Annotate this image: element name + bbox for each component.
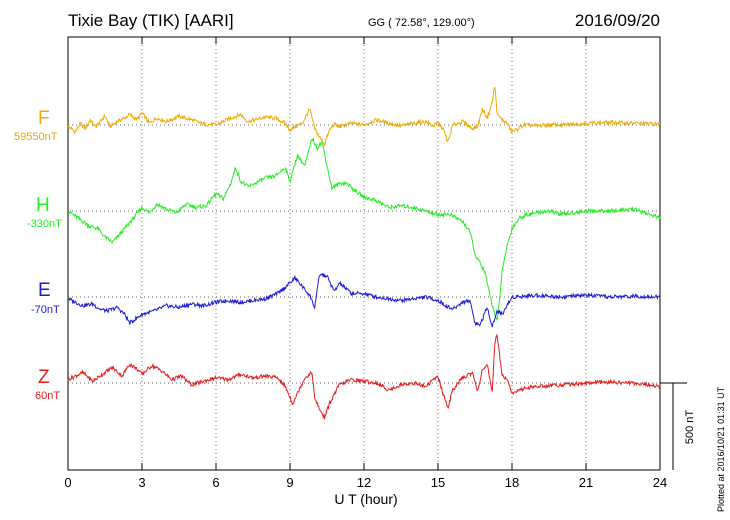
x-tick-label-18: 18 xyxy=(505,475,519,490)
channel-h-letter: H xyxy=(36,195,50,216)
x-tick-label-9: 9 xyxy=(286,475,293,490)
date-label: 2016/09/20 xyxy=(574,11,660,30)
x-tick-label-0: 0 xyxy=(64,475,71,490)
x-axis-label: U T (hour) xyxy=(334,491,397,507)
trace-e xyxy=(67,272,661,328)
x-tick-label-6: 6 xyxy=(212,475,219,490)
x-tick-label-12: 12 xyxy=(357,475,371,490)
trace-h xyxy=(67,136,661,321)
channel-h-baseline: -330nT xyxy=(27,218,62,230)
station-title: Tixie Bay (TIK) [AARI] xyxy=(68,11,234,30)
plotted-timestamp: Plotted at 2016/10/21 01:31 UT xyxy=(716,386,726,512)
channel-z-baseline: 60nT xyxy=(35,390,61,402)
trace-f xyxy=(67,86,661,147)
x-tick-label-15: 15 xyxy=(431,475,445,490)
scale-bar-label: 500 nT xyxy=(684,410,696,445)
channel-e-letter: E xyxy=(38,280,51,301)
x-tick-label-21: 21 xyxy=(579,475,593,490)
channel-f-baseline: 59550nT xyxy=(14,131,58,143)
geo-coordinates: GG ( 72.58°, 129.00°) xyxy=(368,17,475,29)
channel-f-letter: F xyxy=(38,108,50,129)
channel-e-baseline: -70nT xyxy=(31,304,60,316)
x-tick-label-3: 3 xyxy=(138,475,145,490)
channel-z-letter: Z xyxy=(38,367,50,388)
x-tick-label-24: 24 xyxy=(653,475,667,490)
trace-z xyxy=(67,333,661,420)
